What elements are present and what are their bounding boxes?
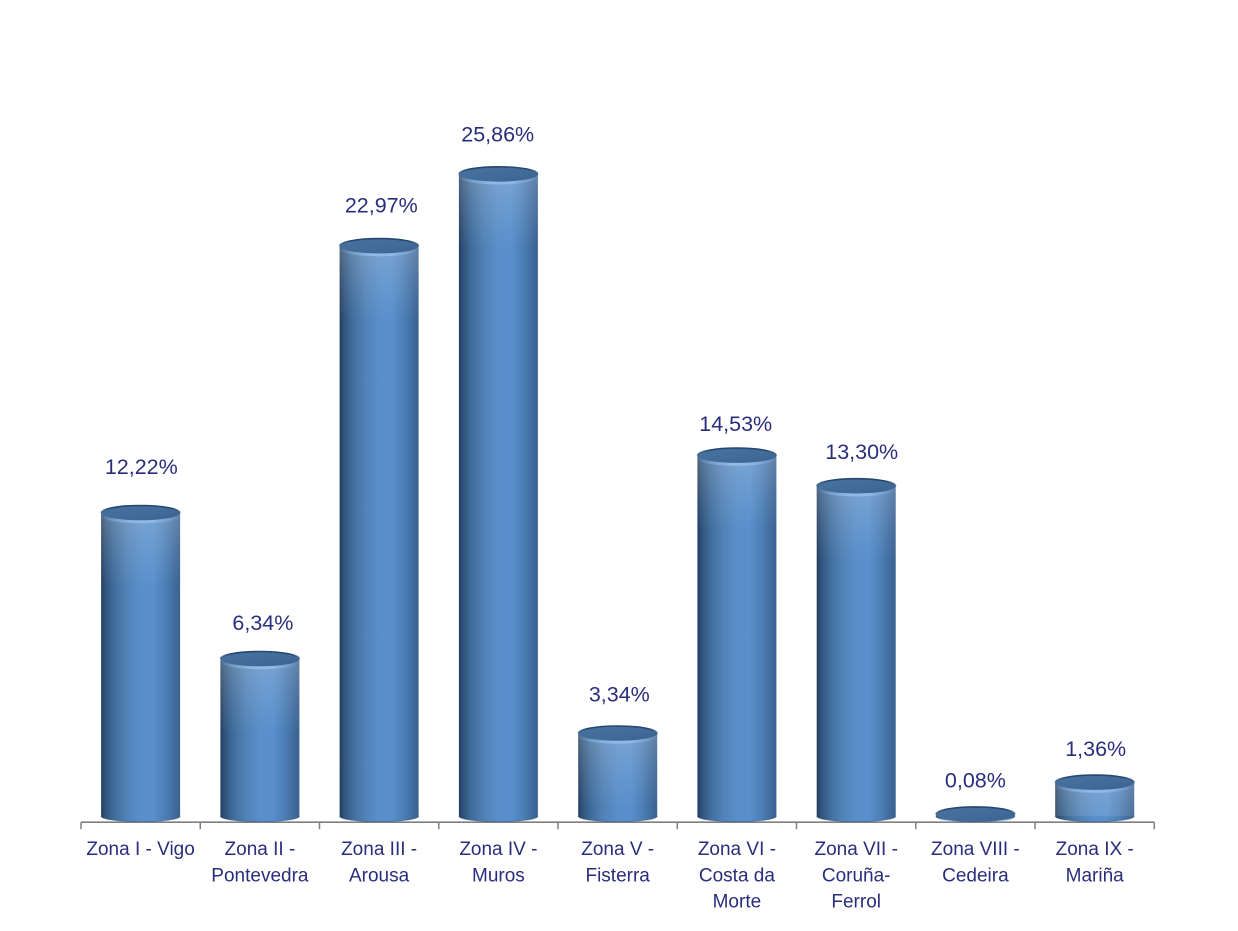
svg-text:Costa da: Costa da xyxy=(699,865,775,886)
svg-text:13,30%: 13,30% xyxy=(825,440,898,464)
svg-text:12,22%: 12,22% xyxy=(105,455,178,479)
svg-text:Zona V -: Zona V - xyxy=(581,839,654,860)
svg-text:Zona II -: Zona II - xyxy=(225,839,296,860)
svg-text:Arousa: Arousa xyxy=(349,865,410,886)
svg-text:Coruña-: Coruña- xyxy=(822,865,891,886)
svg-text:22,97%: 22,97% xyxy=(345,194,418,218)
svg-text:14,53%: 14,53% xyxy=(699,412,772,436)
svg-text:Zona IX -: Zona IX - xyxy=(1056,839,1134,860)
svg-text:Muros: Muros xyxy=(472,865,525,886)
svg-text:Zona III -: Zona III - xyxy=(341,839,417,860)
svg-text:Morte: Morte xyxy=(713,892,762,913)
svg-text:6,34%: 6,34% xyxy=(232,611,293,635)
svg-text:0,08%: 0,08% xyxy=(945,768,1006,792)
svg-text:Zona I - Vigo: Zona I - Vigo xyxy=(86,839,194,860)
svg-text:Ferrol: Ferrol xyxy=(831,892,881,913)
svg-text:3,34%: 3,34% xyxy=(589,682,650,706)
svg-text:25,86%: 25,86% xyxy=(461,123,534,147)
svg-text:Zona IV -: Zona IV - xyxy=(459,839,537,860)
svg-text:Cedeira: Cedeira xyxy=(942,865,1009,886)
svg-text:1,36%: 1,36% xyxy=(1065,737,1126,761)
svg-text:Zona VII -: Zona VII - xyxy=(814,839,897,860)
svg-text:Fisterra: Fisterra xyxy=(585,865,650,886)
svg-text:Pontevedra: Pontevedra xyxy=(211,865,309,886)
svg-text:Zona VIII -: Zona VIII - xyxy=(931,839,1020,860)
svg-text:Zona VI -: Zona VI - xyxy=(698,839,776,860)
svg-text:Mariña: Mariña xyxy=(1066,865,1125,886)
